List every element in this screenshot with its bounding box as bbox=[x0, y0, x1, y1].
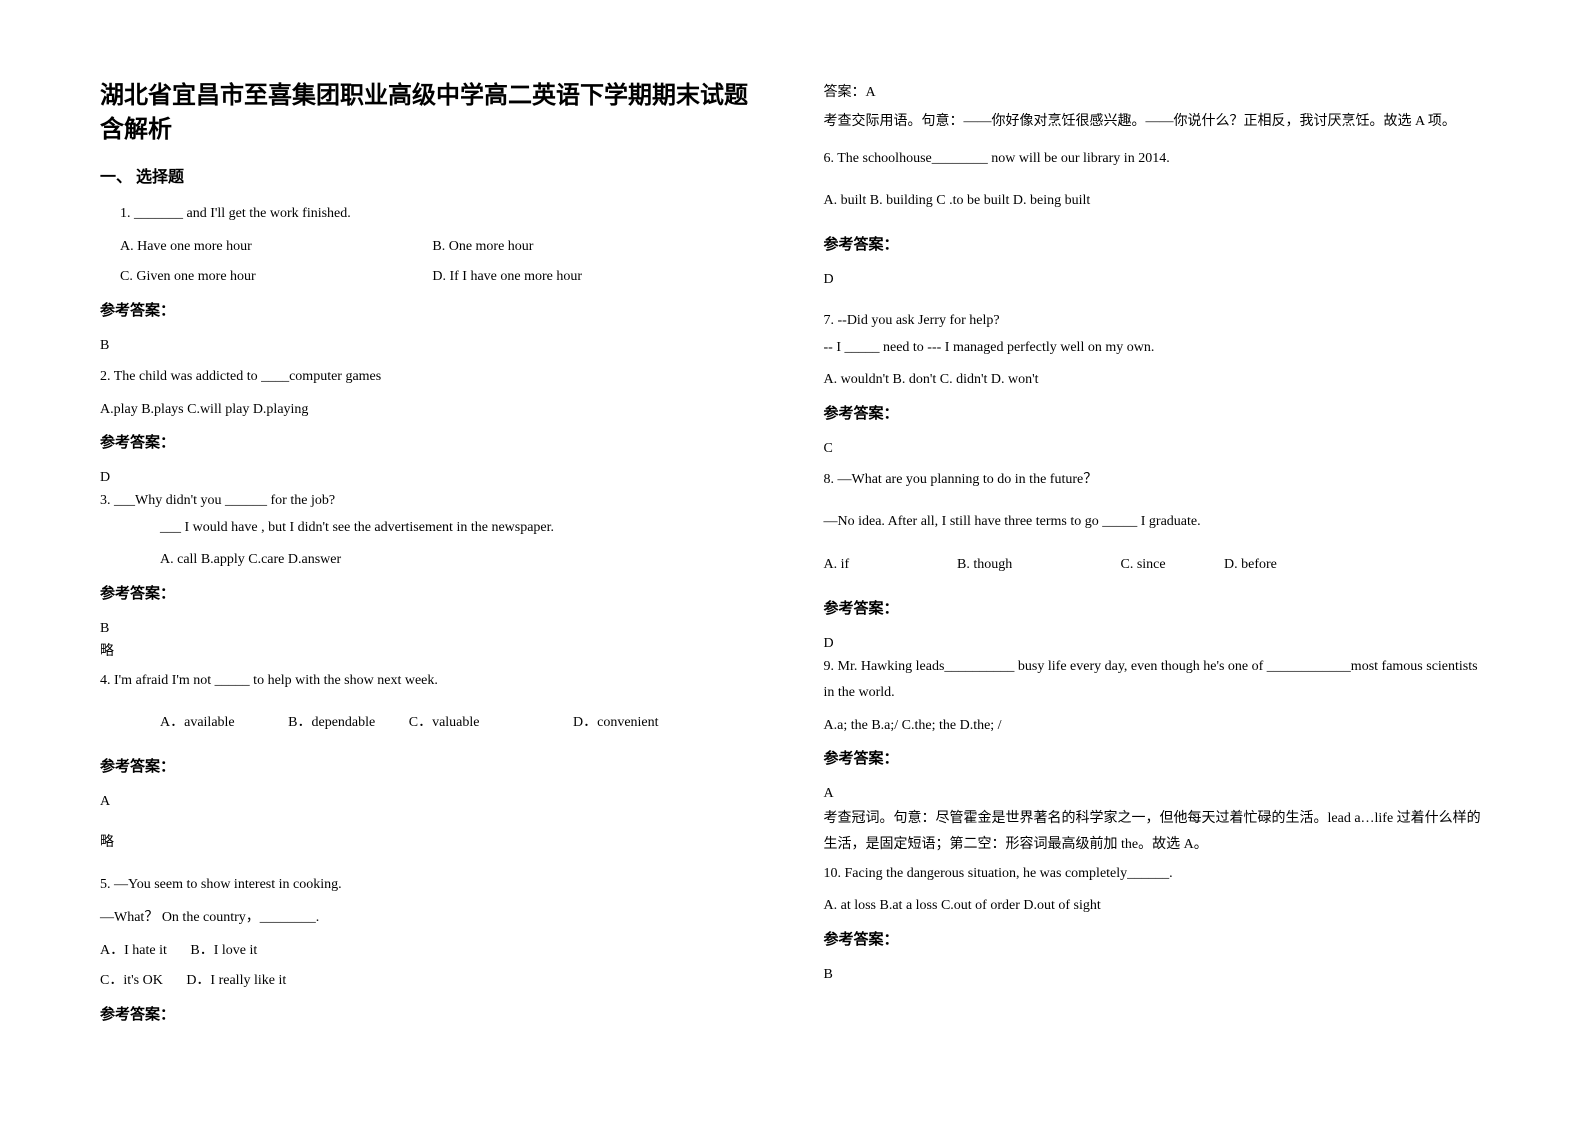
q5-answer-label: 参考答案： bbox=[100, 1003, 764, 1024]
q10-options: A. at loss B.at a loss C.out of order D.… bbox=[824, 893, 1488, 920]
q5-answer-line: 答案：A bbox=[824, 80, 1488, 107]
q9-stem: 9. Mr. Hawking leads__________ busy life… bbox=[824, 654, 1488, 707]
q1-answer-label: 参考答案： bbox=[100, 299, 764, 320]
q9-answer: A bbox=[824, 786, 1488, 802]
q4-opt-a: A．available bbox=[160, 710, 235, 737]
q1-opt-b: B. One more hour bbox=[432, 234, 741, 261]
q3-note: 略 bbox=[100, 639, 764, 666]
q7-stem: 7. --Did you ask Jerry for help? bbox=[824, 308, 1488, 335]
q4-stem: 4. I'm afraid I'm not _____ to help with… bbox=[100, 668, 764, 695]
q10-stem: 10. Facing the dangerous situation, he w… bbox=[824, 861, 1488, 888]
q8-answer-label: 参考答案： bbox=[824, 597, 1488, 618]
q4-options: A．available B．dependable C．valuable D．co… bbox=[100, 710, 764, 737]
q4-opt-d: D．convenient bbox=[573, 710, 659, 737]
q6-answer-label: 参考答案： bbox=[824, 233, 1488, 254]
q8-opt-a: A. if bbox=[824, 552, 954, 579]
q8-line2: —No idea. After all, I still have three … bbox=[824, 509, 1488, 536]
q3-answer-label: 参考答案： bbox=[100, 582, 764, 603]
section-heading: 一、 选择题 bbox=[100, 163, 764, 187]
q1-opt-c: C. Given one more hour bbox=[120, 264, 429, 291]
q6-options: A. built B. building C .to be built D. b… bbox=[824, 188, 1488, 215]
q7-answer: C bbox=[824, 441, 1488, 457]
q1-stem: 1. _______ and I'll get the work finishe… bbox=[100, 201, 764, 228]
q5-line2: —What？ On the country，________. bbox=[100, 905, 764, 932]
q4-note: 略 bbox=[100, 830, 764, 857]
q2-answer-label: 参考答案： bbox=[100, 431, 764, 452]
q7-options: A. wouldn't B. don't C. didn't D. won't bbox=[824, 367, 1488, 394]
q7-line2: -- I _____ need to --- I managed perfect… bbox=[824, 335, 1488, 362]
q4-opt-b: B．dependable bbox=[288, 710, 375, 737]
q5-opt-d: D．I really like it bbox=[186, 968, 286, 995]
q5-stem: 5. —You seem to show interest in cooking… bbox=[100, 872, 764, 899]
q10-answer: B bbox=[824, 967, 1488, 983]
q1-opt-a: A. Have one more hour bbox=[120, 234, 429, 261]
q5-explanation: 考查交际用语。句意：——你好像对烹饪很感兴趣。——你说什么？正相反，我讨厌烹饪。… bbox=[824, 109, 1488, 134]
q8-options: A. if B. though C. since D. before bbox=[824, 552, 1488, 579]
right-column: 答案：A 考查交际用语。句意：——你好像对烹饪很感兴趣。——你说什么？正相反，我… bbox=[824, 80, 1488, 1072]
q6-stem: 6. The schoolhouse________ now will be o… bbox=[824, 146, 1488, 173]
q8-opt-b: B. though bbox=[957, 552, 1117, 579]
q8-answer: D bbox=[824, 636, 1488, 652]
q1-answer: B bbox=[100, 338, 764, 354]
q1-options-row2: C. Given one more hour D. If I have one … bbox=[100, 264, 764, 291]
q2-answer: D bbox=[100, 470, 764, 486]
q6-answer: D bbox=[824, 272, 1488, 288]
q2-options: A.play B.plays C.will play D.playing bbox=[100, 397, 764, 424]
q5-options-row2: C．it's OK D．I really like it bbox=[100, 968, 764, 995]
q7-answer-label: 参考答案： bbox=[824, 402, 1488, 423]
q1-options-row1: A. Have one more hour B. One more hour bbox=[100, 234, 764, 261]
q5-opt-a: A．I hate it bbox=[100, 938, 167, 965]
q8-opt-d: D. before bbox=[1224, 552, 1277, 579]
q9-answer-label: 参考答案： bbox=[824, 747, 1488, 768]
q3-stem: 3. ___Why didn't you ______ for the job? bbox=[100, 488, 764, 515]
q8-stem: 8. —What are you planning to do in the f… bbox=[824, 467, 1488, 494]
q9-options: A.a; the B.a;/ C.the; the D.the; / bbox=[824, 713, 1488, 740]
left-column: 湖北省宜昌市至喜集团职业高级中学高二英语下学期期末试题含解析 一、 选择题 1.… bbox=[100, 80, 764, 1072]
q4-answer: A bbox=[100, 794, 764, 810]
q10-answer-label: 参考答案： bbox=[824, 928, 1488, 949]
q4-answer-label: 参考答案： bbox=[100, 755, 764, 776]
q4-opt-c: C．valuable bbox=[409, 710, 480, 737]
q5-opt-b: B．I love it bbox=[190, 938, 257, 965]
document-title: 湖北省宜昌市至喜集团职业高级中学高二英语下学期期末试题含解析 bbox=[100, 80, 764, 147]
q3-line2: ___ I would have , but I didn't see the … bbox=[100, 515, 764, 542]
q9-explanation: 考查冠词。句意：尽管霍金是世界著名的科学家之一，但他每天过着忙碌的生活。lead… bbox=[824, 806, 1488, 856]
q1-opt-d: D. If I have one more hour bbox=[432, 264, 741, 291]
q3-answer: B bbox=[100, 621, 764, 637]
q8-opt-c: C. since bbox=[1121, 552, 1221, 579]
q5-opt-c: C．it's OK bbox=[100, 968, 163, 995]
q5-options-row1: A．I hate it B．I love it bbox=[100, 938, 764, 965]
q3-options: A. call B.apply C.care D.answer bbox=[100, 547, 764, 574]
q2-stem: 2. The child was addicted to ____compute… bbox=[100, 364, 764, 391]
